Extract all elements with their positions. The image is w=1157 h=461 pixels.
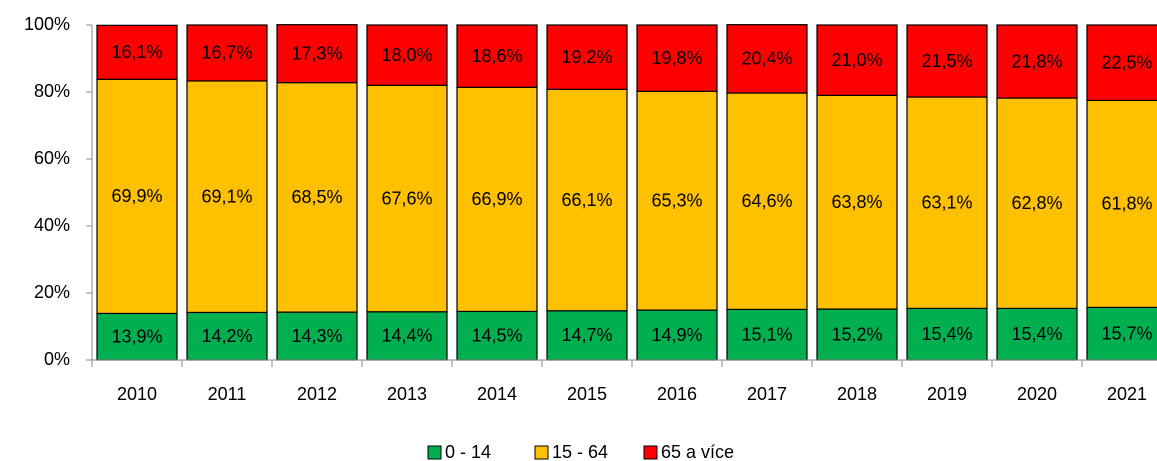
data-label: 14,4% [381,326,432,346]
bar-segment [456,24,538,88]
bar-segment [1086,24,1157,101]
legend-swatch [427,445,442,460]
y-tick-label: 20% [34,282,70,302]
data-label: 15,2% [831,324,882,344]
data-label: 21,0% [831,50,882,70]
bar-segment [186,24,268,82]
bar-segment [546,24,628,90]
legend-swatch [534,445,549,460]
bar-segment [816,24,898,96]
data-label: 15,1% [741,324,792,344]
data-label: 16,1% [111,42,162,62]
bar-segment [276,82,358,313]
data-label: 18,6% [471,46,522,66]
data-label: 19,2% [561,47,612,67]
bar-segment [96,78,178,315]
bar-segment [726,92,808,311]
bar-segment [636,309,718,361]
bar-segment [96,24,178,80]
data-label: 62,8% [1011,193,1062,213]
bar-segment [456,310,538,361]
data-label: 22,5% [1101,52,1152,72]
bar-segment [726,24,808,94]
legend-label: 15 - 64 [552,442,608,461]
x-tick-label: 2018 [837,384,877,404]
y-tick-label: 40% [34,215,70,235]
x-tick-label: 2017 [747,384,787,404]
data-label: 21,8% [1011,51,1062,71]
bar-segment [636,90,718,311]
x-tick-label: 2011 [208,384,247,404]
data-label: 68,5% [291,187,342,207]
bar-segment [726,308,808,361]
data-label: 21,5% [921,51,972,71]
bar-segment [816,94,898,310]
bar-segment [906,24,988,98]
bar-segment [366,24,448,86]
bar-segment [276,24,358,84]
data-label: 14,5% [471,325,522,345]
data-label: 66,9% [471,189,522,209]
bar-segment [546,88,628,312]
bar-segment [906,96,988,310]
data-label: 66,1% [561,190,612,210]
bar-segment [186,80,268,314]
data-label: 64,6% [741,191,792,211]
data-label: 14,2% [201,326,252,346]
x-tick-label: 2010 [117,384,157,404]
x-tick-label: 2019 [927,384,967,404]
bar-segment [186,311,268,361]
x-tick-label: 2015 [567,384,607,404]
x-tick-label: 2014 [477,384,517,404]
y-tick-label: 100% [24,14,70,34]
data-label: 14,3% [291,326,342,346]
data-label: 15,7% [1101,323,1152,343]
data-label: 13,9% [111,326,162,346]
bar-segment [546,310,628,361]
data-label: 69,9% [111,186,162,206]
data-label: 15,4% [921,324,972,344]
y-tick-label: 60% [34,148,70,168]
data-label: 16,7% [201,43,252,63]
y-tick-label: 80% [34,81,70,101]
bar-segment [906,307,988,361]
y-tick-label: 0% [44,349,70,369]
bar-segment [996,307,1078,361]
data-label: 20,4% [741,49,792,69]
bar-segment [816,308,898,361]
data-label: 14,9% [651,325,702,345]
x-tick-label: 2021 [1107,384,1147,404]
data-label: 61,8% [1101,194,1152,214]
bar-segment [996,24,1078,99]
data-label: 63,8% [831,192,882,212]
bar-segment [1086,306,1157,361]
data-label: 17,3% [291,43,342,63]
bar-segment [996,97,1078,310]
data-label: 15,4% [1011,324,1062,344]
data-label: 65,3% [651,190,702,210]
bar-segment [1086,99,1157,309]
legend-label: 65 a více [661,442,734,461]
data-label: 63,1% [921,192,972,212]
x-tick-label: 2012 [297,384,337,404]
data-label: 19,8% [651,48,702,68]
legend-swatch [643,445,658,460]
x-tick-label: 2016 [657,384,697,404]
data-label: 18,0% [381,45,432,65]
data-label: 14,7% [561,325,612,345]
data-label: 67,6% [381,188,432,208]
x-tick-label: 2013 [387,384,427,404]
x-tick-label: 2020 [1017,384,1057,404]
legend-label: 0 - 14 [445,442,491,461]
data-label: 69,1% [201,186,252,206]
bar-segment [636,24,718,92]
